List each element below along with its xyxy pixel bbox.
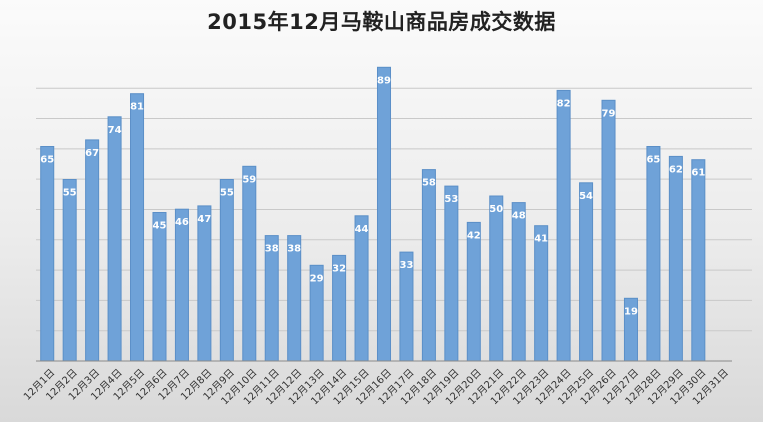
data-label: 29 <box>310 273 324 284</box>
bar <box>174 208 189 362</box>
bar <box>444 185 459 362</box>
data-label: 45 <box>153 221 167 232</box>
data-label: 67 <box>85 148 99 159</box>
data-label: 61 <box>691 168 705 179</box>
bar <box>130 93 145 362</box>
data-label: 54 <box>579 191 593 202</box>
data-label: 33 <box>399 260 413 271</box>
bar <box>40 146 55 362</box>
data-label: 89 <box>377 75 391 86</box>
data-label: 32 <box>332 263 346 274</box>
bars <box>40 66 706 362</box>
data-label: 65 <box>40 155 54 166</box>
data-label: 42 <box>467 230 481 241</box>
data-label: 50 <box>489 204 503 215</box>
bar <box>152 212 167 362</box>
data-label: 58 <box>422 178 436 189</box>
data-labels: 65 55 67 74 81 45 46 47 55 59 38 38 29 32 44 89 33 58 53 42… <box>40 75 705 317</box>
bar <box>668 155 683 362</box>
data-label: 19 <box>624 306 638 317</box>
data-label: 38 <box>265 244 279 255</box>
data-label: 53 <box>444 194 458 205</box>
bar <box>534 225 549 362</box>
bar <box>556 89 571 362</box>
bar <box>219 179 234 362</box>
data-label: 38 <box>287 244 301 255</box>
data-label: 82 <box>557 98 571 109</box>
data-label: 44 <box>355 224 369 235</box>
bar <box>85 139 100 362</box>
bar <box>376 66 392 362</box>
bar <box>466 221 481 362</box>
data-label: 46 <box>175 217 189 228</box>
bar <box>421 169 436 362</box>
bar <box>62 179 77 362</box>
data-label: 41 <box>534 234 548 245</box>
data-label: 47 <box>197 214 211 225</box>
data-label: 59 <box>242 174 256 185</box>
bar <box>489 195 504 362</box>
bar <box>354 215 369 362</box>
x-tick-labels: 12月1日12月2日12月3日12月4日12月5日12月6日12月7日12月8日… <box>21 367 731 408</box>
bar <box>646 146 661 362</box>
data-label: 62 <box>669 164 683 175</box>
data-label: 55 <box>220 188 234 199</box>
data-label: 79 <box>602 108 616 119</box>
data-label: 65 <box>646 155 660 166</box>
bar <box>601 99 616 362</box>
bar <box>579 182 594 362</box>
bar <box>691 159 706 362</box>
data-label: 55 <box>63 188 77 199</box>
data-label: 81 <box>130 102 144 113</box>
data-label: 48 <box>512 211 526 222</box>
bar <box>242 165 257 362</box>
bar <box>107 116 122 362</box>
bar <box>511 202 526 362</box>
chart-title: 2015年12月马鞍山商品房成交数据 <box>207 10 556 34</box>
data-label: 74 <box>108 125 122 136</box>
bar <box>197 205 212 362</box>
